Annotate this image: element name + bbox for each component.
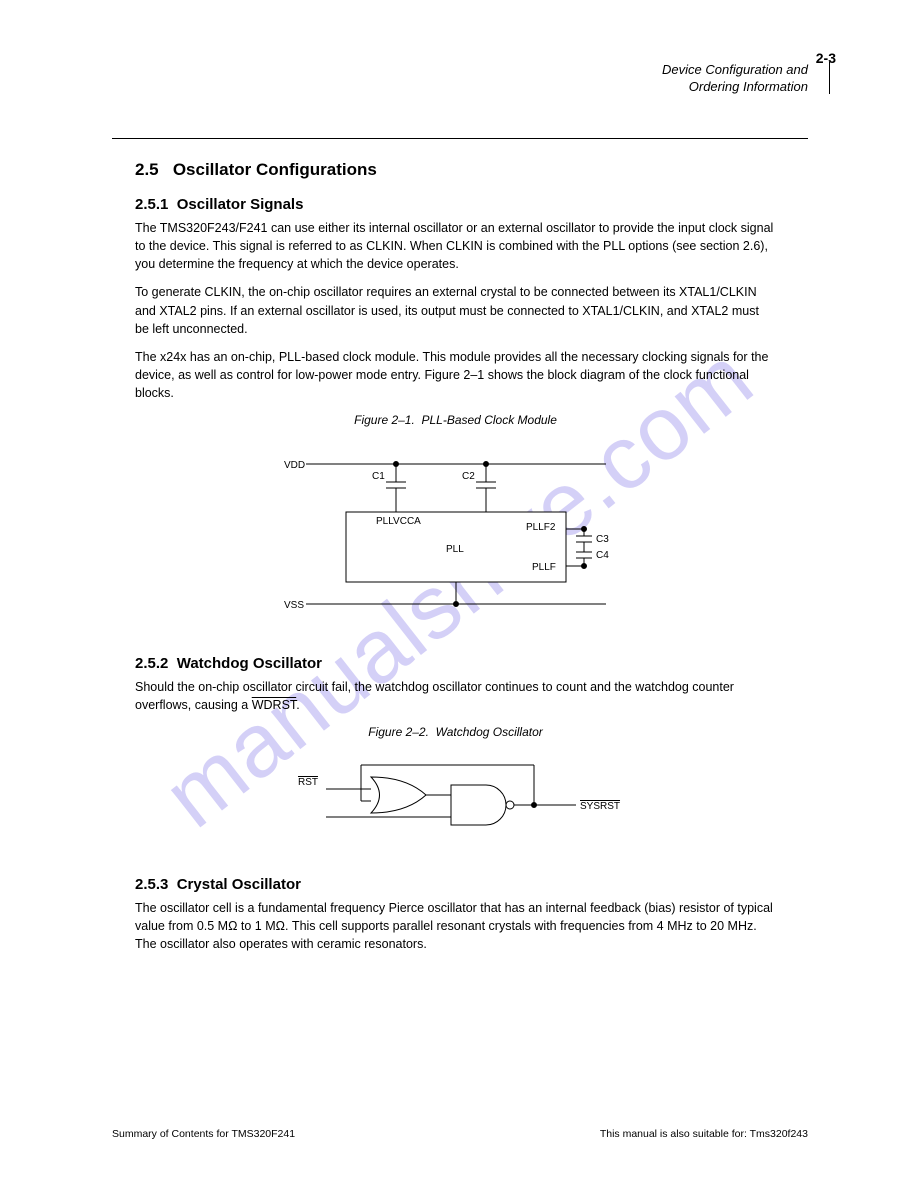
footer-right: This manual is also suitable for: Tms320… bbox=[600, 1128, 808, 1140]
para-c-1: The oscillator cell is a fundamental fre… bbox=[135, 899, 776, 953]
label-vccp: PLLVCCA bbox=[376, 516, 421, 527]
para-a-1: The TMS320F243/F241 can use either its i… bbox=[135, 219, 776, 273]
subsec-c-number: 2.5.3 bbox=[135, 876, 168, 893]
watchdog-diagram: RST SYSRST bbox=[276, 755, 636, 855]
label-rst: RST bbox=[298, 777, 318, 788]
label-vss: VSS bbox=[284, 600, 304, 611]
subsection-c-heading: 2.5.3 Crystal Oscillator bbox=[135, 876, 776, 893]
label-sysrst: SYSRST bbox=[580, 801, 620, 812]
label-vdd: VDD bbox=[284, 460, 305, 471]
label-c1: C1 bbox=[372, 471, 385, 482]
footer-left: Summary of Contents for TMS320F241 bbox=[112, 1128, 295, 1140]
label-c3: C3 bbox=[596, 534, 609, 545]
page-number: 2-3 bbox=[816, 50, 836, 66]
label-pllf: PLLF bbox=[532, 562, 556, 573]
subsection-b-heading: 2.5.2 Watchdog Oscillator bbox=[135, 655, 776, 672]
figure-2: RST SYSRST bbox=[135, 755, 776, 860]
label-c2: C2 bbox=[462, 471, 475, 482]
para-b-1a: Should the on-chip oscillator circuit fa… bbox=[135, 680, 734, 712]
figure-2-caption: Figure 2–2. Watchdog Oscillator bbox=[135, 724, 776, 741]
header-line-2: Ordering Information bbox=[689, 79, 808, 94]
footer: Summary of Contents for TMS320F241 This … bbox=[112, 1128, 808, 1140]
header-divider bbox=[829, 62, 830, 94]
figure-1-title: PLL-Based Clock Module bbox=[421, 413, 556, 427]
para-b-1b: . bbox=[296, 698, 299, 712]
subsec-a-title: Oscillator Signals bbox=[177, 196, 304, 213]
section-heading: 2.5 Oscillator Configurations bbox=[135, 160, 776, 180]
figure-2-label: Figure 2–2. bbox=[368, 725, 429, 739]
label-pllf2: PLLF2 bbox=[526, 522, 556, 533]
header-rule bbox=[112, 138, 808, 139]
section-title: Oscillator Configurations bbox=[173, 160, 377, 179]
figure-2-title: Watchdog Oscillator bbox=[436, 725, 543, 739]
subsec-b-number: 2.5.2 bbox=[135, 655, 168, 672]
subsec-b-title: Watchdog Oscillator bbox=[177, 655, 322, 672]
subsection-a-heading: 2.5.1 Oscillator Signals bbox=[135, 196, 776, 213]
wdrst-bar: WDRST bbox=[252, 698, 296, 712]
page: manualshive.com Device Configuration and… bbox=[0, 0, 918, 1188]
section-number: 2.5 bbox=[135, 160, 159, 179]
para-a-2: To generate CLKIN, the on-chip oscillato… bbox=[135, 283, 776, 337]
content: 2.5 Oscillator Configurations 2.5.1 Osci… bbox=[135, 160, 776, 964]
para-a-3: The x24x has an on-chip, PLL-based clock… bbox=[135, 348, 776, 402]
figure-1-caption: Figure 2–1. PLL-Based Clock Module bbox=[135, 412, 776, 429]
pll-diagram: VDD VSS PLL C1 C2 C3 C4 PLLVCCA PLLF2 PL… bbox=[276, 444, 636, 634]
subsec-a-number: 2.5.1 bbox=[135, 196, 168, 213]
label-c4: C4 bbox=[596, 550, 609, 561]
figure-1-label: Figure 2–1. bbox=[354, 413, 415, 427]
label-pll: PLL bbox=[446, 544, 464, 555]
header-line-1: Device Configuration and bbox=[662, 62, 808, 77]
figure-1: VDD VSS PLL C1 C2 C3 C4 PLLVCCA PLLF2 PL… bbox=[135, 444, 776, 639]
header-title: Device Configuration and Ordering Inform… bbox=[662, 62, 808, 96]
para-b-1: Should the on-chip oscillator circuit fa… bbox=[135, 678, 776, 714]
subsec-c-title: Crystal Oscillator bbox=[177, 876, 301, 893]
